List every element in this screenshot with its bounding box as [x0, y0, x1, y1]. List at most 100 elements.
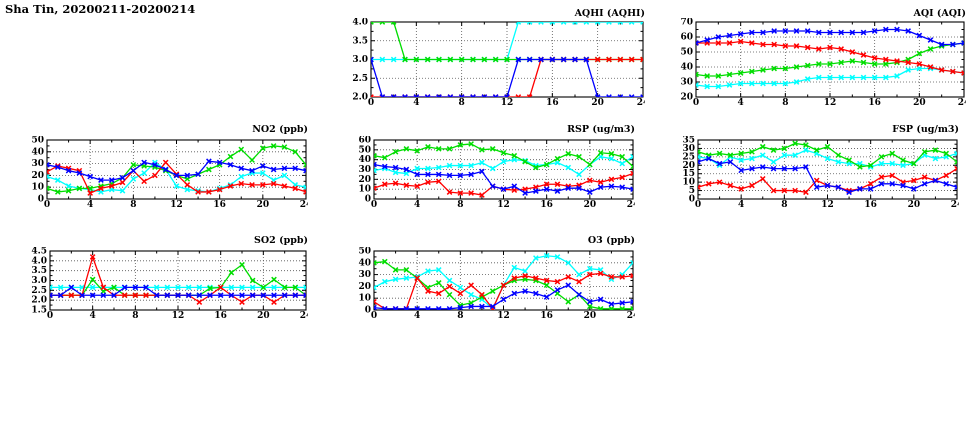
svg-text:20: 20 [257, 200, 270, 210]
axis-ticks [373, 139, 634, 200]
panel-title-so2: SO2 (ppb) [254, 235, 308, 246]
panel-o3: 0102030405004812162024 [348, 247, 635, 323]
series-no2-red [47, 159, 306, 196]
svg-text:40: 40 [680, 63, 693, 73]
panel-aqhi: 2.0 2.5 3.0 3.5 4.0 0 4 8 12 16 20 24 [345, 18, 645, 110]
panel-title-aqi: AQI (AQI) [913, 8, 966, 19]
svg-text:50: 50 [358, 247, 371, 257]
svg-text:0: 0 [44, 200, 50, 210]
svg-text:30: 30 [680, 78, 693, 88]
svg-text:60: 60 [358, 136, 371, 146]
axis-ticks [695, 21, 965, 98]
series-no2-blue [47, 158, 306, 183]
svg-text:16: 16 [213, 200, 226, 210]
panel-title-no2: NO2 (ppb) [252, 124, 308, 135]
series-aqi-blue [696, 26, 964, 48]
svg-text:12: 12 [824, 98, 837, 108]
svg-text:12: 12 [172, 311, 185, 321]
series-aqhi-blue [371, 56, 643, 97]
svg-text:24: 24 [300, 200, 308, 210]
svg-text:20: 20 [908, 200, 921, 210]
svg-text:0: 0 [38, 195, 44, 205]
svg-text:0: 0 [368, 98, 374, 108]
svg-text:3.5: 3.5 [31, 266, 47, 276]
svg-text:4: 4 [87, 200, 93, 210]
svg-text:40: 40 [358, 258, 371, 268]
svg-text:8: 8 [782, 98, 788, 108]
gridlines [698, 140, 957, 199]
axis-ticks [46, 139, 307, 200]
svg-text:30: 30 [31, 159, 44, 169]
svg-text:20: 20 [31, 171, 44, 181]
svg-text:8: 8 [132, 311, 138, 321]
plot-aqhi: 2.0 2.5 3.0 3.5 4.0 0 4 8 12 16 20 24 [352, 18, 645, 108]
svg-text:1.5: 1.5 [31, 306, 47, 316]
svg-text:20: 20 [584, 311, 597, 321]
svg-text:20: 20 [257, 311, 270, 321]
svg-text:8: 8 [457, 200, 463, 210]
svg-text:0: 0 [47, 311, 53, 321]
svg-text:40: 40 [31, 147, 44, 157]
svg-text:0: 0 [689, 195, 695, 205]
svg-text:30: 30 [682, 144, 695, 154]
svg-text:0: 0 [695, 200, 701, 210]
svg-text:15: 15 [682, 169, 695, 179]
svg-text:12: 12 [501, 98, 514, 108]
svg-text:4: 4 [738, 200, 744, 210]
svg-text:20: 20 [584, 200, 597, 210]
svg-text:16: 16 [864, 200, 877, 210]
series-so2-blue [50, 284, 306, 299]
svg-text:4.0: 4.0 [352, 18, 368, 28]
panel-no2: 0102030405004812162024 [21, 136, 308, 212]
svg-text:4: 4 [414, 311, 420, 321]
tick-labels: 0102030405004812162024 [31, 136, 308, 210]
plot-o3: 0102030405004812162024 [358, 247, 635, 321]
plot-no2: 0102030405004812162024 [31, 136, 308, 210]
svg-text:16: 16 [540, 311, 553, 321]
svg-text:2.5: 2.5 [352, 74, 368, 84]
svg-text:12: 12 [170, 200, 183, 210]
svg-text:2.5: 2.5 [31, 286, 47, 296]
panel-so2: 1.52.02.53.03.54.04.5 0 4 8 12 16 20 24 [24, 247, 308, 323]
svg-text:24: 24 [627, 311, 635, 321]
panel-rsp: 010203040506004812162024 [348, 136, 635, 212]
series-rsp-blue [374, 161, 633, 196]
svg-text:3.0: 3.0 [352, 55, 368, 65]
svg-text:4: 4 [413, 98, 419, 108]
svg-text:4: 4 [414, 200, 420, 210]
gridlines [50, 251, 306, 310]
svg-text:16: 16 [546, 98, 559, 108]
svg-text:24: 24 [637, 98, 645, 108]
svg-text:16: 16 [868, 98, 881, 108]
plot-aqi: 20 30 40 50 60 70 0 4 8 12 16 20 24 [680, 18, 966, 108]
panel-title-o3: O3 (ppb) [587, 235, 635, 246]
svg-text:4: 4 [90, 311, 96, 321]
tick-labels: 20 30 40 50 60 70 0 4 8 12 16 20 24 [680, 18, 966, 108]
gridlines [47, 140, 306, 199]
tick-labels: 010203040506004812162024 [358, 136, 635, 210]
svg-text:50: 50 [31, 136, 44, 146]
series-rsp-red [374, 170, 633, 198]
svg-text:8: 8 [781, 200, 787, 210]
panel-aqi: 20 30 40 50 60 70 0 4 8 12 16 20 24 [670, 18, 966, 110]
series-rsp-green [374, 141, 633, 171]
svg-text:8: 8 [457, 311, 463, 321]
panel-fsp: 0510152025303504812162024 [672, 136, 959, 212]
svg-text:25: 25 [682, 152, 695, 162]
svg-text:2.0: 2.0 [31, 296, 47, 306]
svg-text:40: 40 [358, 155, 371, 165]
svg-text:0: 0 [365, 306, 371, 316]
series-fsp-green [698, 140, 957, 170]
svg-text:20: 20 [913, 98, 926, 108]
svg-text:24: 24 [951, 200, 959, 210]
svg-text:10: 10 [358, 185, 371, 195]
svg-text:0: 0 [371, 311, 377, 321]
plot-rsp: 010203040506004812162024 [358, 136, 635, 210]
svg-text:3.0: 3.0 [31, 276, 47, 286]
series-aqi-red [696, 38, 964, 76]
svg-text:4: 4 [738, 98, 744, 108]
svg-text:0: 0 [371, 200, 377, 210]
svg-text:10: 10 [682, 178, 695, 188]
plot-fsp: 0510152025303504812162024 [682, 136, 959, 210]
